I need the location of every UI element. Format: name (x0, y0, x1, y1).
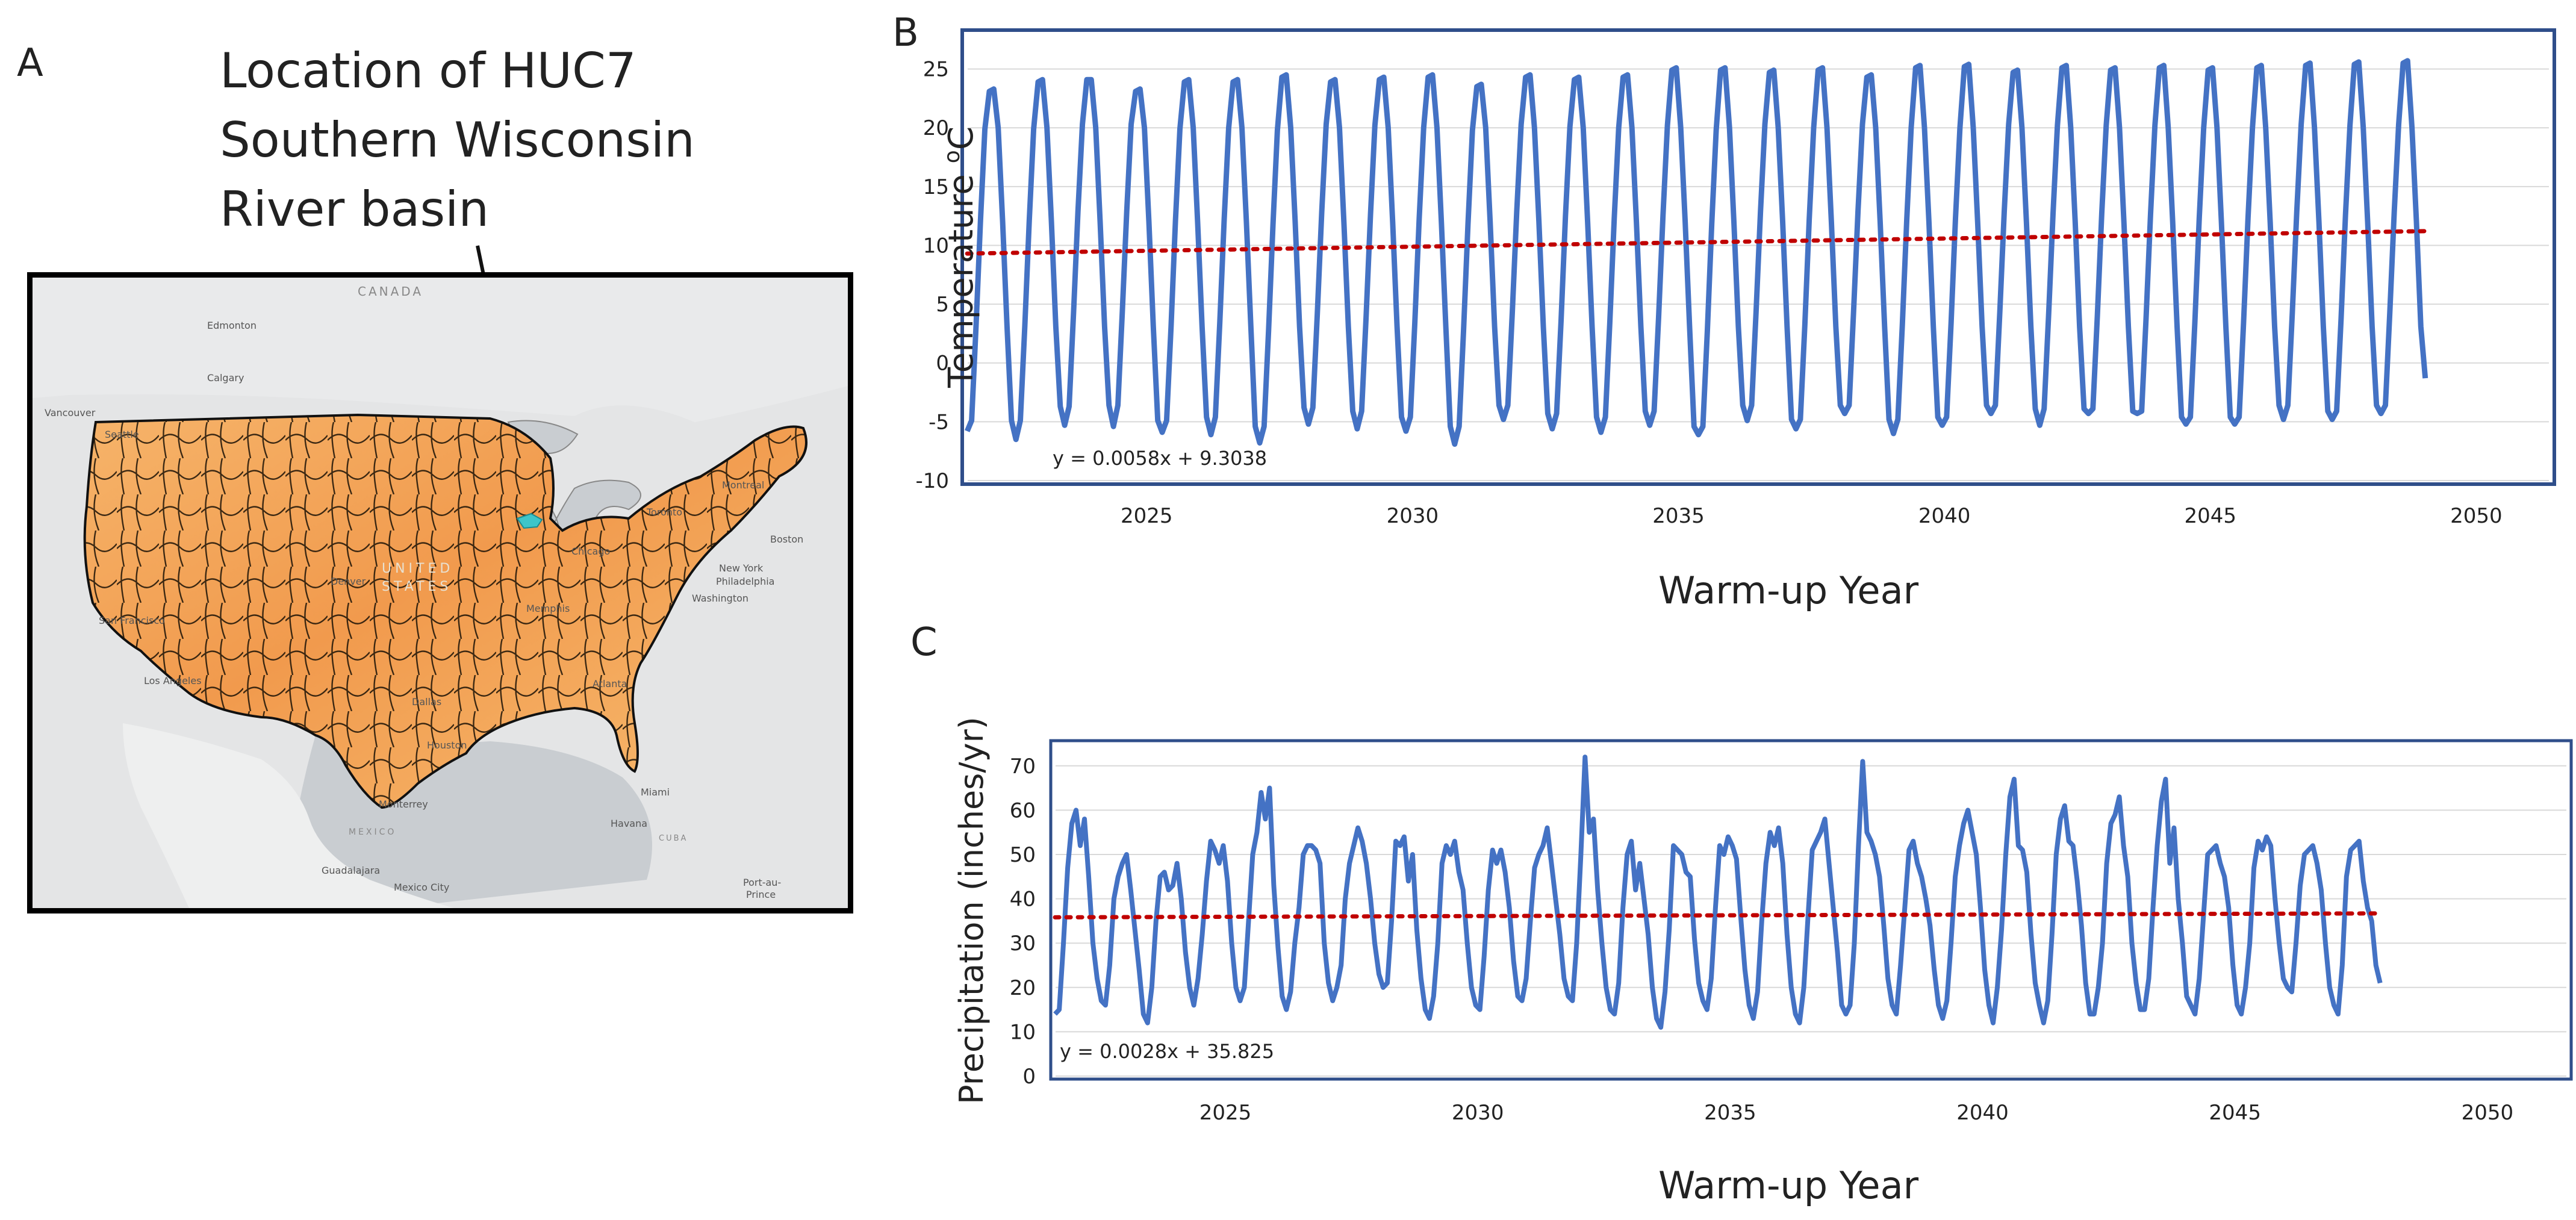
temperature-y-axis-title-main: Temperature (942, 174, 981, 388)
y-tick-label: 70 (1010, 755, 1036, 779)
map-label-montreal: Montreal (722, 479, 764, 491)
map-label-mexico: MEXICO (349, 827, 396, 837)
y-tick-label: 25 (923, 58, 949, 82)
map-label-memphis: Memphis (526, 603, 570, 614)
basin-map: CANADA Edmonton Calgary Vancouver Seattl… (27, 272, 853, 913)
map-label-los-angeles: Los Angeles (144, 675, 202, 686)
map-label-guadalajara: Guadalajara (322, 865, 380, 876)
precipitation-trendline (1053, 911, 2383, 920)
temperature-x-axis-title: Warm-up Year (1658, 568, 1919, 612)
y-tick-label: 60 (1010, 798, 1036, 823)
panel-label-a: A (17, 41, 43, 86)
map-label-atlanta: Atlanta (593, 678, 627, 689)
map-label-new-york: New York (719, 562, 764, 574)
precipitation-y-axis-title: Precipitation (inches/yr) (953, 717, 991, 1104)
map-label-havana: Havana (611, 818, 647, 829)
map-label-dallas: Dallas (412, 696, 441, 708)
map-label-calgary: Calgary (207, 372, 244, 384)
map-label-denver: Denver (331, 576, 366, 587)
y-tick-label: -5 (929, 410, 949, 434)
map-label-miami: Miami (641, 786, 670, 798)
y-tick-label: 15 (923, 175, 949, 199)
map-label-monterrey: Monterrey (379, 798, 428, 810)
panel-label-c: C (910, 620, 938, 665)
us-watershed-map: CANADA Edmonton Calgary Vancouver Seattl… (33, 278, 848, 908)
temperature-trendline (965, 229, 2428, 256)
map-label-canada: CANADA (358, 284, 423, 299)
x-tick-label: 2035 (1704, 1101, 1756, 1125)
map-label-san-francisco: San Francisco (99, 615, 165, 626)
x-tick-label: 2050 (2450, 504, 2503, 528)
x-tick-label: 2025 (1199, 1101, 1252, 1125)
map-label-philadelphia: Philadelphia (716, 576, 774, 587)
y-tick-label: 0 (936, 352, 949, 376)
precipitation-plot-frame (1049, 739, 2573, 1081)
map-label-cuba: CUBA (659, 834, 688, 843)
map-label-houston: Houston (427, 739, 467, 751)
y-tick-label: 30 (1010, 932, 1036, 956)
y-tick-label: -10 (915, 469, 949, 493)
map-label-chicago: Chicago (571, 546, 610, 557)
x-tick-label: 2045 (2184, 504, 2236, 528)
temperature-series-line (965, 58, 2428, 447)
y-tick-label: 5 (936, 293, 949, 317)
canada-landmass (33, 278, 848, 422)
map-label-vancouver: Vancouver (45, 407, 96, 419)
x-tick-label: 2025 (1121, 504, 1173, 528)
temperature-trend-equation: y = 0.0058x + 9.3038 (1053, 447, 1267, 470)
x-tick-label: 2035 (1652, 504, 1705, 528)
y-tick-label: 50 (1010, 843, 1036, 867)
basin-location-label-line2: Southern Wisconsin (220, 112, 695, 168)
map-label-seattle: Seattle (105, 429, 139, 440)
x-tick-label: 2030 (1387, 504, 1439, 528)
map-label-boston: Boston (770, 534, 803, 545)
x-tick-label: 2050 (2462, 1101, 2514, 1125)
map-label-toronto: Toronto (646, 506, 682, 518)
map-label-port-au-prince-2: Prince (746, 889, 776, 900)
huc7-southern-wisconsin-basin (516, 512, 543, 529)
temperature-y-axis-title: Temperature oC (940, 126, 981, 388)
y-tick-label: 40 (1010, 888, 1036, 912)
panel-label-b: B (892, 11, 919, 55)
x-tick-label: 2040 (1956, 1101, 2009, 1125)
precipitation-x-axis-title: Warm-up Year (1658, 1163, 1919, 1207)
x-tick-label: 2030 (1452, 1101, 1504, 1125)
map-label-mexico-city: Mexico City (394, 882, 449, 893)
map-label-united: UNITED (382, 561, 453, 576)
y-tick-label: 10 (923, 234, 949, 258)
map-label-edmonton: Edmonton (207, 320, 257, 331)
basin-location-label-line1: Location of HUC7 (220, 43, 636, 99)
x-tick-label: 2040 (1918, 504, 1971, 528)
y-tick-label: 20 (923, 116, 949, 140)
y-tick-label: 10 (1010, 1020, 1036, 1044)
map-label-states: STATES (382, 579, 452, 594)
precipitation-trend-equation: y = 0.0028x + 35.825 (1060, 1040, 1274, 1063)
temperature-y-axis-title-sup: o (940, 150, 965, 163)
map-label-port-au-prince-1: Port-au- (743, 877, 781, 888)
basin-location-label: Location of HUC7 Southern Wisconsin Rive… (220, 36, 695, 244)
x-tick-label: 2045 (2209, 1101, 2261, 1125)
y-tick-label: 20 (1010, 976, 1036, 1000)
mexico-landmass (123, 723, 454, 908)
temperature-y-axis-title-unit: C (942, 126, 981, 150)
map-label-washington: Washington (692, 593, 748, 604)
y-tick-label: 0 (1022, 1065, 1036, 1089)
huc-boundaries (84, 415, 807, 808)
basin-location-label-line3: River basin (220, 181, 490, 237)
